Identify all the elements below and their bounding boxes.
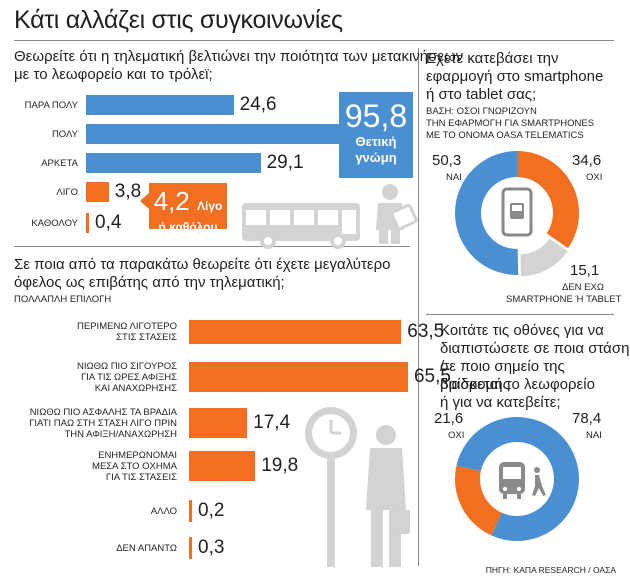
q1-category-label: ΚΑΘΟΛΟΥ: [31, 218, 78, 229]
waiting-man-icon: [366, 425, 410, 567]
positive-total: 95,8: [344, 98, 408, 134]
q1-category-label: ΠΑΡΑ ΠΟΛΥ: [24, 100, 78, 111]
q3-category-label-no-device-1: ΔΕΝ ΕΧΩ: [562, 282, 604, 293]
q1-bar: [86, 153, 261, 173]
q2-value-label: 65,5: [413, 366, 451, 387]
q2-question-line2: όφελος ως επιβάτης από την τηλεματική;: [14, 274, 285, 291]
q2-category-label-line: ΑΛΛΟ: [150, 505, 177, 517]
q1-category-label: ΑΡΚΕΤΑ: [41, 158, 78, 169]
q2-bar: [189, 500, 192, 522]
q3-value-label-no: 34,6: [572, 152, 602, 169]
negative-total: 4,2: [153, 186, 190, 216]
negative-label-1: Λίγο: [197, 199, 223, 213]
q1-value-label: 29,1: [266, 152, 304, 173]
column-divider: [418, 48, 419, 566]
q2-category-label-line: ΜΕΣΑ ΣΤΟ ΟΧΗΜΑ: [92, 460, 177, 472]
q2-category-label-line: ΠΕΡΙΜΕΝΩ ΛΙΓΟΤΕΡΟ: [77, 321, 177, 332]
bus-icon: [242, 203, 360, 249]
q2-bar: [189, 408, 248, 438]
q2-category-label-line: ΚΑΙ ΑΝΑΧΩΡΗΣΗΣ: [94, 382, 177, 394]
q1-question-line2: με το λεωφορείο και το τρόλεϊ;: [14, 66, 213, 83]
q2-category-label: ΝΙΩΘΩ ΠΙΟ ΣΙΓΟΥΡΟΣ ΓΙΑ ΤΙΣ ΩΡΕΣ ΑΦΙΞΗΣ ΚΑΙ…: [20, 361, 177, 394]
q2-category-label-line: ΓΙΑ ΤΙΣ ΩΡΕΣ ΑΦΙΞΗΣ: [80, 371, 177, 383]
q1-bar: [86, 124, 339, 144]
q2-value-label: 0,3: [198, 537, 225, 558]
q1-bar: [86, 182, 109, 202]
q3-category-label-yes: ΝΑΙ: [446, 172, 462, 183]
positive-label-2: γνώμη: [355, 150, 397, 165]
q3-question-line3: ή στο tablet σας;: [426, 86, 537, 103]
q3-donut-slice: [517, 151, 579, 249]
q4-question-line3: σε ποιο σημείο της διαδρομής: [440, 358, 565, 393]
q3-donut-slice: [520, 238, 568, 277]
source-note: ΠΗΓΗ: ΚΑΠΑ RESEARCH / ΟΑΣΑ: [485, 565, 616, 575]
q3-base-line2: ΤΗΝ ΕΦΑΡΜΟΓΗ ΓΙΑ SMARTPHONES: [426, 118, 595, 129]
q2-value-label: 63,5: [407, 321, 445, 342]
q2-question-line1: Σε ποια από τα παρακάτω θεωρείτε ότι έχε…: [14, 256, 391, 273]
q2-category-label-line: ΔΕΝ ΑΠΑΝΤΩ: [116, 542, 177, 554]
q2-category-label: ΔΕΝ ΑΠΑΝΤΩ: [20, 543, 177, 554]
q2-category-label: ΝΙΩΘΩ ΠΙΟ ΑΣΦΑΛΗΣ ΤΑ ΒΡΑΔΙΑ ΓΙΑΤΙ ΠΑΩ ΣΤΗ…: [20, 407, 177, 440]
q4-value-label-yes: 78,4: [572, 410, 602, 427]
q4-value-label-no: 21,6: [434, 410, 464, 427]
negative-callout-pointer: [140, 193, 149, 209]
q2-category-label: ΠΕΡΙΜΕΝΩ ΛΙΓΟΤΕΡΟ ΣΤΙΣ ΣΤΑΣΕΙΣ: [20, 321, 177, 343]
q2-bar: [189, 537, 192, 559]
q3-base-line3: ΜΕ ΤΟ ΟΝΟΜΑ OASA TELEMATICS: [426, 130, 584, 141]
q1-bar: [86, 213, 89, 233]
q1-category-label: ΛΙΓΟ: [56, 187, 78, 198]
q1-bar: [86, 95, 234, 115]
q2-bar: [189, 362, 408, 392]
q2-category-label: ΑΛΛΟ: [20, 506, 177, 517]
passenger-icon: [376, 184, 418, 244]
q1-value-label: 3,8: [114, 181, 142, 202]
q2-category-label-line: ΝΙΩΘΩ ΠΙΟ ΣΙΓΟΥΡΟΣ: [76, 360, 177, 372]
q2-category-label-line: ΓΙΑ ΤΙΣ ΣΤΑΣΕΙΣ: [105, 471, 177, 483]
q1-value-label: 24,6: [239, 94, 277, 115]
q4-category-label-yes: ΝΑΙ: [586, 430, 602, 441]
q3-value-label-yes: 50,3: [432, 152, 462, 169]
q2-category-label: ΕΝΗΜΕΡΩΝΟΜΑΙ ΜΕΣΑ ΣΤΟ ΟΧΗΜΑ ΓΙΑ ΤΙΣ ΣΤΑΣΕΙ…: [20, 450, 177, 483]
q4-question-line2: διαπιστώσετε σε ποια στάση /: [440, 340, 630, 375]
q2-value-label: 19,8: [261, 455, 299, 476]
q1-value-label: 0,4: [95, 212, 122, 233]
q3-question-line1: Εχετε κατεβάσει την: [426, 50, 559, 67]
q2-value-label: 17,4: [253, 412, 291, 433]
q3-base-line1: ΒΑΣΗ: ΟΣΟΙ ΓΝΩΡΙΖΟΥΝ: [426, 106, 537, 117]
q2-category-label-line: ΕΝΗΜΕΡΩΝΟΜΑΙ: [98, 449, 177, 461]
q3-category-label-no-device-2: SMARTPHONE Ή TABLET: [506, 294, 622, 305]
q3-question-line2: εφαρμογή στο smartphone: [426, 68, 604, 85]
q2-category-label-line: ΓΙΑΤΙ ΠΑΩ ΣΤΗ ΣΤΑΣΗ ΛΙΓΟ ΠΡΙΝ: [29, 417, 177, 429]
q1-question-line1: Θεωρείτε ότι η τηλεματική βελτιώνει την …: [14, 48, 464, 65]
q2-category-label-line: ΣΤΙΣ ΣΤΑΣΕΙΣ: [116, 332, 177, 343]
page-title: Κάτι αλλάζει στις συγκοινωνίες: [14, 6, 343, 34]
q3-category-label-no: ΟΧΙ: [586, 172, 603, 183]
q4-question-line1: Κοιτάτε τις οθόνες για να: [440, 322, 604, 339]
q3-value-label-no-device: 15,1: [570, 262, 600, 279]
q2-bar: [189, 320, 402, 344]
negative-callout: 4,2 Λίγο ή καθόλου: [149, 183, 227, 234]
q2-category-label-line: ΤΗΝ ΑΦΙΞΗ/ΑΝΑΧΩΡΗΣΗ: [64, 428, 178, 440]
q3-donut-slice: [454, 151, 519, 275]
q2-bar: [189, 451, 256, 481]
q4-category-label-no: ΟΧΙ: [448, 430, 465, 441]
q1-category-label: ΠΟΛΥ: [51, 129, 78, 140]
q2-value-label: 0,2: [198, 500, 225, 521]
clock-icon: [305, 407, 357, 567]
right-section-divider: [426, 314, 614, 315]
positive-label-1: Θετική: [355, 134, 397, 149]
q2-subtitle: ΠΟΛΛΑΠΛΗ ΕΠΙΛΟΓΗ: [14, 294, 112, 305]
positive-callout: 95,8 Θετική γνώμη: [339, 92, 413, 178]
q4-question-line4: βρίσκεται το λεωφορείο: [440, 376, 595, 393]
q4-donut-slice: [454, 465, 502, 536]
left-section-divider: [14, 246, 410, 247]
q2-category-label-line: ΝΙΩΘΩ ΠΙΟ ΑΣΦΑΛΗΣ ΤΑ ΒΡΑΔΙΑ: [29, 406, 177, 418]
q4-donut-slice: [456, 417, 579, 541]
title-divider: [14, 40, 614, 41]
q4-question-line5: ή για να κατεβείτε;: [440, 394, 561, 411]
negative-label-2: ή καθόλου: [158, 220, 218, 234]
